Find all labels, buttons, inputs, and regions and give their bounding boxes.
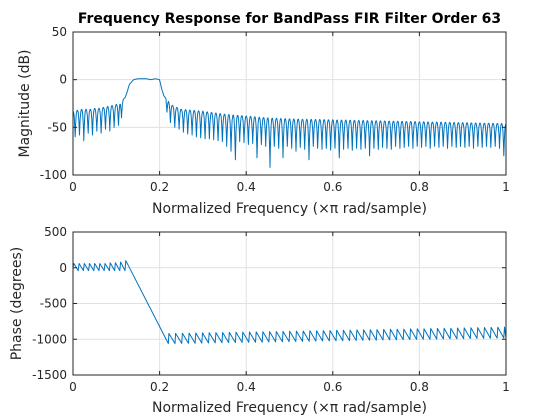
phase-ticks: 0 0.2 0.4 0.6 0.8 1 -1500 -1000 -500 0 500	[32, 225, 510, 394]
magnitude-axes-frame	[72, 31, 507, 176]
x-tick-label: 1	[502, 380, 510, 394]
x-tick-label: 0.8	[410, 180, 429, 194]
magnitude-ticks: 0 0.2 0.4 0.6 0.8 1 -100 -50 0 50	[40, 25, 510, 194]
chart-title: Frequency Response for BandPass FIR Filt…	[78, 11, 501, 27]
phase-plot	[72, 260, 507, 344]
x-tick-label: 0.6	[323, 180, 342, 194]
x-tick-label: 0.4	[237, 180, 256, 194]
y-tick-label: -100	[40, 168, 67, 182]
magnitude-line	[72, 78, 507, 168]
x-tick-label: 0	[69, 380, 77, 394]
magnitude-plot	[72, 78, 507, 168]
x-tick-label: 0.6	[323, 380, 342, 394]
phase-xlabel: Normalized Frequency (×π rad/sample)	[152, 400, 427, 416]
x-tick-label: 0.8	[410, 380, 429, 394]
magnitude-xlabel: Normalized Frequency (×π rad/sample)	[152, 201, 427, 217]
y-tick-label: -50	[47, 120, 67, 134]
y-tick-label: -1500	[32, 368, 67, 382]
y-tick-label: -500	[40, 297, 67, 311]
phase-line	[72, 260, 507, 344]
phase-axes: 0 0.2 0.4 0.6 0.8 1 -1500 -1000 -500 0 500 Normali…	[9, 225, 510, 416]
x-tick-label: 1	[502, 180, 510, 194]
x-tick-label: 0.2	[150, 380, 169, 394]
magnitude-axes: 0 0.2 0.4 0.6 0.8 1 -100 -50 0 50 Frequency Respo…	[17, 11, 510, 217]
y-tick-label: 0	[59, 73, 67, 87]
x-tick-label: 0.2	[150, 180, 169, 194]
y-tick-label: 50	[52, 25, 67, 39]
y-tick-label: 0	[59, 261, 67, 275]
phase-ylabel: Phase (degrees)	[9, 247, 25, 361]
x-tick-label: 0.4	[237, 380, 256, 394]
magnitude-ylabel: Magnitude (dB)	[17, 49, 33, 157]
y-tick-label: -1000	[32, 332, 67, 346]
x-tick-label: 0	[69, 180, 77, 194]
y-tick-label: 500	[44, 225, 67, 239]
